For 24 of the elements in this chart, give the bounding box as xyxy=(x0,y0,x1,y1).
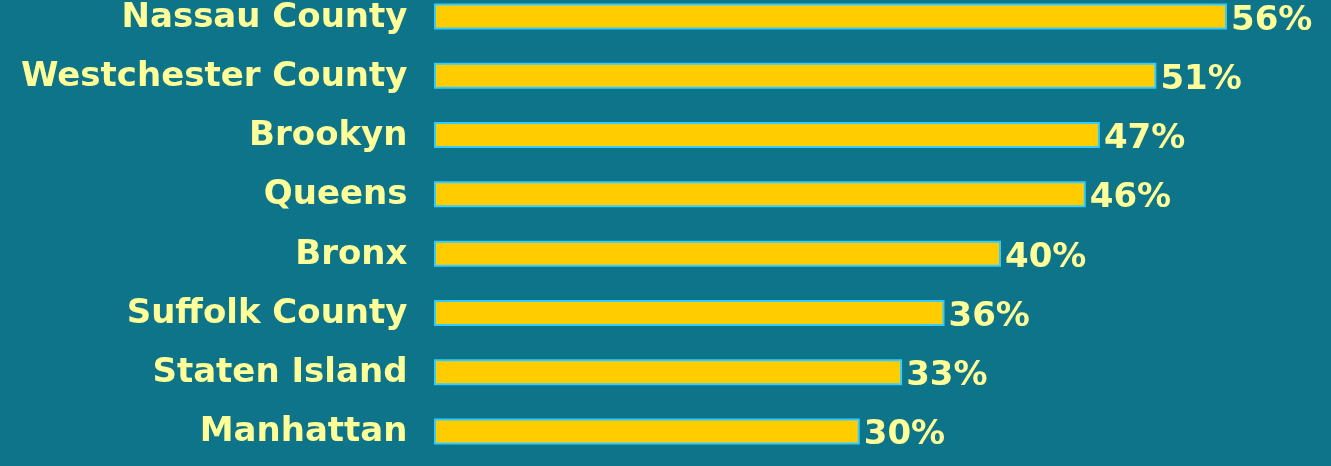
y-tick-label: Manhattan xyxy=(199,409,408,450)
bar xyxy=(434,359,903,386)
bar xyxy=(434,240,1001,267)
bar xyxy=(434,62,1157,89)
bar xyxy=(434,418,860,445)
data-label: 51% xyxy=(1160,56,1242,97)
data-label: 56% xyxy=(1231,0,1313,38)
data-label: 46% xyxy=(1089,175,1172,216)
data-label: 30% xyxy=(863,412,946,453)
y-tick-label: Bronx xyxy=(295,231,408,272)
bar xyxy=(434,122,1100,149)
y-tick-label: Queens xyxy=(263,172,408,213)
y-tick-label: Suffolk County xyxy=(126,290,408,331)
y-tick-label: Staten Island xyxy=(152,350,408,391)
data-label: 40% xyxy=(1005,234,1087,275)
bar xyxy=(434,181,1086,208)
bar xyxy=(434,3,1227,30)
y-tick-label: Westchester County xyxy=(20,53,408,94)
bar xyxy=(434,299,945,326)
data-label: 33% xyxy=(906,353,988,394)
data-label: 36% xyxy=(948,293,1030,334)
data-label: 47% xyxy=(1103,116,1186,157)
y-tick-label: Brookyn xyxy=(249,113,408,154)
y-tick-label: Nassau County xyxy=(121,0,408,35)
